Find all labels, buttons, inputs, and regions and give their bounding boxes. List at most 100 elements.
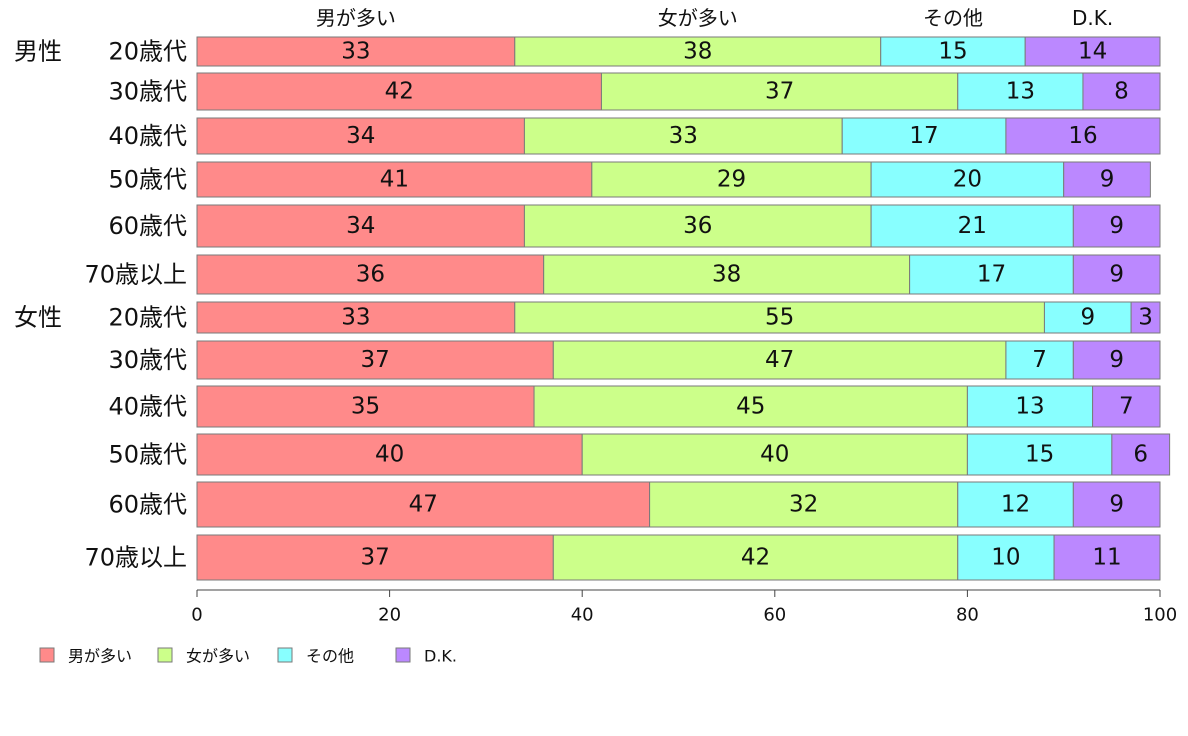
- series-header: 男が多い: [316, 6, 396, 30]
- data-label: 32: [789, 492, 818, 518]
- series-header: 女が多い: [658, 6, 738, 30]
- bar-segment: [533, 385, 968, 428]
- series-header: その他: [923, 6, 983, 30]
- category-label: 20歳代: [108, 38, 187, 66]
- bar-segment: [966, 433, 1113, 476]
- bar-segment: [1111, 433, 1171, 476]
- data-label: 7: [1119, 394, 1134, 420]
- data-label: 7: [1032, 347, 1047, 373]
- data-label: 42: [741, 545, 770, 571]
- data-label: 42: [385, 79, 414, 105]
- data-label: 17: [977, 262, 1006, 288]
- bar-segment: [870, 204, 1074, 248]
- series-header: D.K.: [1072, 6, 1113, 30]
- legend-swatch: [157, 647, 173, 663]
- data-label: 33: [341, 305, 370, 331]
- data-label: 15: [938, 39, 967, 65]
- bar-segment: [196, 254, 545, 295]
- legend-label: D.K.: [424, 647, 457, 666]
- group-label: 女性: [14, 304, 62, 332]
- bar-segment: [1024, 36, 1161, 67]
- data-label: 38: [683, 39, 712, 65]
- bar-segment: [1072, 481, 1161, 528]
- bar-segment: [649, 481, 959, 528]
- bar-segment: [1072, 254, 1161, 295]
- data-label: 45: [736, 394, 765, 420]
- bar-segment: [196, 161, 593, 198]
- data-label: 8: [1114, 79, 1129, 105]
- category-label: 30歳代: [108, 346, 187, 374]
- bar-segment: [1072, 204, 1161, 248]
- bar-segment: [1082, 72, 1161, 111]
- data-label: 55: [765, 305, 794, 331]
- data-label: 36: [683, 213, 712, 239]
- category-label: 50歳代: [108, 166, 187, 194]
- legend-label: 男が多い: [68, 647, 132, 666]
- category-label: 70歳以上: [84, 261, 187, 289]
- x-tick-label: 80: [956, 605, 979, 626]
- data-label: 20: [953, 167, 982, 193]
- data-label: 12: [1001, 492, 1030, 518]
- data-label: 15: [1025, 442, 1054, 468]
- legend-swatch: [277, 647, 293, 663]
- bar-segment: [591, 161, 872, 198]
- bar-segment: [196, 72, 602, 111]
- bar-segment: [1063, 161, 1151, 198]
- data-label: 9: [1109, 262, 1124, 288]
- data-label: 13: [1015, 394, 1044, 420]
- data-label: 47: [765, 347, 794, 373]
- category-label: 60歳代: [108, 491, 187, 519]
- bar-segment: [957, 72, 1084, 111]
- bar-segment: [196, 481, 651, 528]
- group-label: 男性: [14, 38, 62, 66]
- data-label: 9: [1109, 213, 1124, 239]
- bar-segment: [196, 117, 525, 155]
- bar-segment: [957, 534, 1055, 581]
- x-tick-label: 20: [378, 605, 401, 626]
- data-label: 9: [1100, 167, 1115, 193]
- x-tick-label: 40: [571, 605, 594, 626]
- bar-segment: [957, 481, 1074, 528]
- data-label: 11: [1092, 545, 1121, 571]
- data-label: 9: [1109, 492, 1124, 518]
- data-label: 29: [717, 167, 746, 193]
- bar-segment: [196, 534, 554, 581]
- category-label: 50歳代: [108, 441, 187, 469]
- bar-segment: [1005, 117, 1161, 155]
- legend-label: 女が多い: [186, 647, 250, 666]
- bar-segment: [880, 36, 1026, 67]
- bar-segment: [1005, 340, 1074, 380]
- bar-segment: [514, 36, 882, 67]
- bar-segment: [1043, 301, 1132, 334]
- data-label: 38: [712, 262, 741, 288]
- bar-segment: [600, 72, 959, 111]
- bar-segment: [523, 117, 843, 155]
- bar-segment: [523, 204, 872, 248]
- bar-segment: [966, 385, 1094, 428]
- data-label: 47: [409, 492, 438, 518]
- data-label: 3: [1138, 305, 1153, 331]
- data-label: 35: [351, 394, 380, 420]
- data-label: 41: [380, 167, 409, 193]
- data-label: 6: [1133, 442, 1148, 468]
- data-label: 36: [356, 262, 385, 288]
- data-label: 40: [375, 442, 404, 468]
- bar-segment: [909, 254, 1074, 295]
- x-tick-label: 0: [191, 605, 202, 626]
- data-label: 21: [958, 213, 987, 239]
- bar-segment: [543, 254, 911, 295]
- data-label: 13: [1006, 79, 1035, 105]
- x-tick-label: 100: [1143, 605, 1177, 626]
- bar-segment: [196, 340, 554, 380]
- bar-segment: [1092, 385, 1161, 428]
- category-label: 70歳以上: [84, 544, 187, 572]
- category-label: 40歳代: [108, 122, 187, 150]
- data-label: 9: [1109, 347, 1124, 373]
- category-label: 20歳代: [108, 304, 187, 332]
- bar-segment: [1130, 301, 1161, 334]
- x-tick-label: 60: [763, 605, 786, 626]
- bar-segment: [196, 301, 516, 334]
- bar-segment: [581, 433, 968, 476]
- bar-segment: [196, 433, 583, 476]
